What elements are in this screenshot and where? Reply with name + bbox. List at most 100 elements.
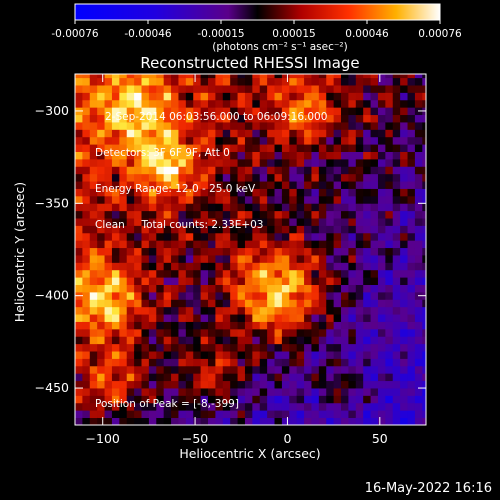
- heatmap-cell: [200, 255, 209, 263]
- heatmap-cell: [222, 284, 231, 293]
- heatmap-cell: [289, 85, 298, 93]
- heatmap-cell: [267, 114, 275, 123]
- heatmap-cell: [289, 373, 298, 382]
- heatmap-cell: [185, 262, 194, 271]
- heatmap-cell: [348, 373, 357, 382]
- heatmap-cell: [141, 166, 150, 175]
- heatmap-cell: [407, 343, 416, 352]
- heatmap-cell: [318, 358, 327, 367]
- heatmap-cell: [267, 402, 275, 411]
- heatmap-cell: [163, 388, 172, 396]
- heatmap-cell: [208, 380, 216, 389]
- heatmap-cell: [119, 417, 128, 425]
- heatmap-cell: [341, 365, 349, 374]
- heatmap-cell: [377, 74, 386, 79]
- heatmap-cell: [259, 74, 268, 79]
- heatmap-cell: [200, 299, 209, 308]
- heatmap-cell: [163, 269, 172, 278]
- heatmap-cell: [82, 365, 91, 374]
- heatmap-cell: [222, 358, 231, 367]
- heatmap-cell: [104, 284, 113, 293]
- heatmap-cell: [259, 232, 268, 241]
- heatmap-cell: [104, 195, 113, 204]
- heatmap-cell: [148, 299, 157, 308]
- heatmap-cell: [363, 158, 371, 167]
- heatmap-cell: [178, 269, 187, 278]
- heatmap-cell: [385, 365, 394, 374]
- heatmap-cell: [237, 195, 246, 204]
- heatmap-cell: [215, 85, 224, 93]
- heatmap-cell: [414, 306, 423, 315]
- heatmap-cell: [163, 85, 172, 93]
- heatmap-cell: [363, 277, 371, 285]
- heatmap-cell: [244, 328, 253, 337]
- heatmap-cell: [392, 158, 401, 167]
- heatmap-cell: [171, 129, 179, 138]
- heatmap-cell: [348, 218, 357, 226]
- heatmap-cell: [178, 74, 187, 79]
- heatmap-cell: [163, 77, 172, 86]
- heatmap-cell: [407, 395, 416, 404]
- heatmap-cell: [89, 306, 98, 315]
- heatmap-cell: [104, 402, 113, 411]
- heatmap-cell: [141, 129, 150, 138]
- heatmap-cell: [400, 166, 408, 175]
- heatmap-cell: [400, 388, 408, 396]
- heatmap-cell: [341, 351, 349, 359]
- heatmap-cell: [171, 240, 179, 249]
- heatmap-cell: [311, 351, 320, 359]
- heatmap-cell: [171, 395, 179, 404]
- heatmap-cell: [200, 247, 209, 256]
- heatmap-cell: [281, 380, 290, 389]
- heatmap-cell: [259, 291, 268, 300]
- heatmap-cell: [111, 402, 120, 411]
- heatmap-cell: [89, 166, 98, 175]
- heatmap-cell: [296, 373, 305, 382]
- heatmap-cell: [215, 380, 224, 389]
- heatmap-cell: [178, 195, 187, 204]
- heatmap-cell: [363, 85, 371, 93]
- heatmap-cell: [163, 99, 172, 108]
- heatmap-cell: [289, 388, 298, 396]
- heatmap-cell: [97, 77, 105, 86]
- heatmap-cell: [414, 395, 423, 404]
- heatmap-cell: [163, 321, 172, 330]
- colorbar-unit-label: (photons cm⁻² s⁻¹ asec⁻²): [212, 41, 347, 53]
- heatmap-cell: [230, 166, 238, 175]
- heatmap-cell: [259, 188, 268, 197]
- heatmap-cell: [400, 232, 408, 241]
- heatmap-cell: [267, 306, 275, 315]
- heatmap-cell: [82, 85, 91, 93]
- heatmap-cell: [355, 232, 364, 241]
- heatmap-cell: [163, 129, 172, 138]
- heatmap-cell: [148, 343, 157, 352]
- heatmap-cell: [82, 181, 91, 189]
- heatmap-cell: [414, 380, 423, 389]
- heatmap-cell: [230, 380, 238, 389]
- heatmap-cell: [311, 136, 320, 145]
- heatmap-cell: [200, 373, 209, 382]
- heatmap-cell: [97, 291, 105, 300]
- heatmap-cell: [185, 151, 194, 160]
- heatmap-cell: [311, 262, 320, 271]
- heatmap-cell: [318, 240, 327, 249]
- heatmap-cell: [333, 136, 342, 145]
- heatmap-cell: [370, 314, 379, 322]
- heatmap-cell: [200, 99, 209, 108]
- heatmap-cell: [222, 158, 231, 167]
- heatmap-cell: [304, 262, 312, 271]
- heatmap-cell: [134, 284, 142, 293]
- heatmap-cell: [178, 114, 187, 123]
- heatmap-cell: [148, 144, 157, 152]
- heatmap-cell: [333, 395, 342, 404]
- heatmap-cell: [311, 144, 320, 152]
- heatmap-cell: [259, 225, 268, 234]
- heatmap-cell: [304, 277, 312, 285]
- heatmap-cell: [97, 99, 105, 108]
- heatmap-cell: [148, 166, 157, 175]
- heatmap-cell: [274, 92, 283, 101]
- heatmap-cell: [304, 107, 312, 116]
- heatmap-cell: [244, 195, 253, 204]
- heatmap-cell: [141, 122, 150, 130]
- heatmap-cell: [318, 395, 327, 404]
